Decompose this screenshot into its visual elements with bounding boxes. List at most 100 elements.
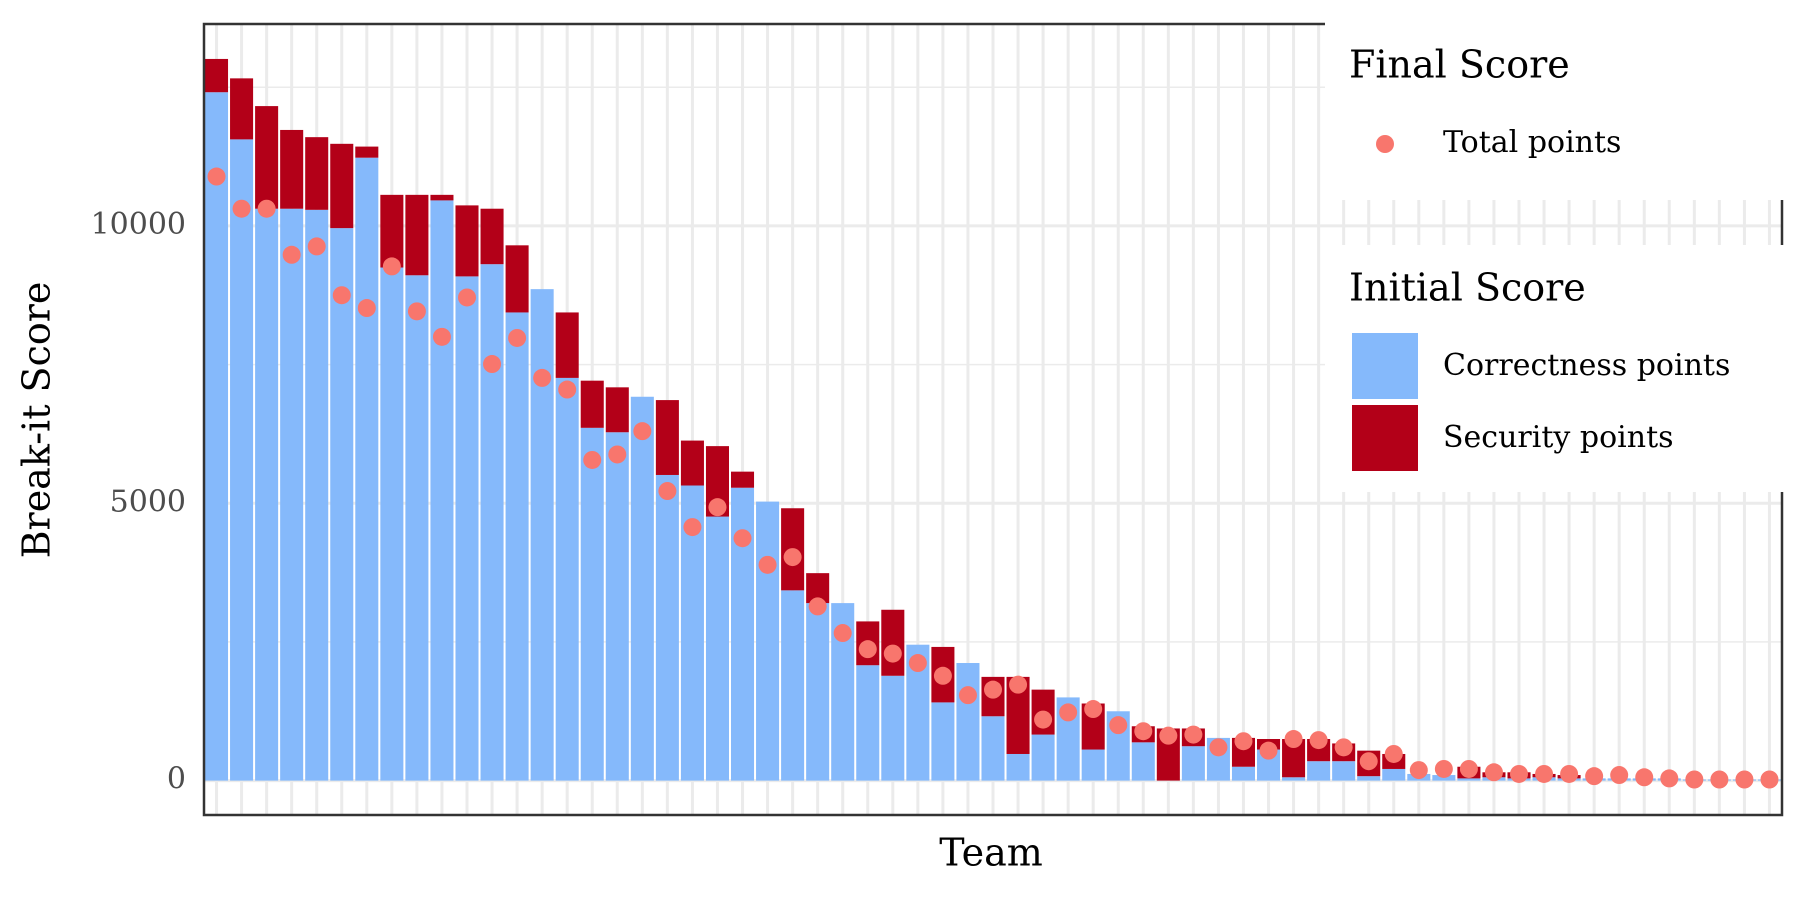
point xyxy=(1560,764,1579,783)
point xyxy=(858,640,877,659)
point xyxy=(1685,770,1704,789)
point xyxy=(758,555,777,574)
point xyxy=(508,328,527,347)
point xyxy=(1735,770,1754,789)
bar-segment xyxy=(205,92,229,781)
point xyxy=(708,498,727,517)
bar-segment xyxy=(781,590,805,781)
legend-key xyxy=(1352,333,1418,399)
point xyxy=(1710,770,1729,789)
bar-segment xyxy=(731,471,755,488)
bar-segment xyxy=(605,387,629,433)
bar-segment xyxy=(1457,778,1481,781)
point xyxy=(1134,722,1153,741)
point xyxy=(1359,752,1378,771)
bar-segment xyxy=(956,663,980,781)
point xyxy=(483,355,502,374)
bar-segment xyxy=(605,432,629,781)
bar-segment xyxy=(255,208,279,781)
bar-segment xyxy=(1357,776,1381,781)
legend-label: Security points xyxy=(1443,420,1674,455)
bar-segment xyxy=(680,485,704,781)
bar-segment xyxy=(405,194,429,276)
bar-segment xyxy=(580,427,604,781)
bar-segment xyxy=(280,129,304,209)
point xyxy=(1409,761,1428,780)
bar-segment xyxy=(931,702,955,781)
legend-key xyxy=(1352,405,1418,471)
y-tick-label: 10000 xyxy=(91,207,186,242)
point xyxy=(1459,759,1478,778)
bar-segment xyxy=(881,675,905,781)
legend-key xyxy=(1376,135,1394,153)
bar-segment xyxy=(280,208,304,781)
point xyxy=(558,380,577,399)
bar-segment xyxy=(806,603,830,781)
point xyxy=(1084,700,1103,719)
point xyxy=(1760,770,1779,789)
point xyxy=(232,199,251,218)
point xyxy=(1284,730,1303,749)
point xyxy=(1334,738,1353,757)
point xyxy=(1159,726,1178,745)
point xyxy=(1234,732,1253,751)
bar-segment xyxy=(731,487,755,781)
bar-segment xyxy=(806,573,830,604)
bar-segment xyxy=(1006,753,1030,781)
point xyxy=(1660,769,1679,788)
bar-segment xyxy=(430,200,454,781)
point xyxy=(1209,738,1228,757)
bar-segment xyxy=(981,716,1005,781)
point xyxy=(1535,764,1554,783)
point xyxy=(1309,731,1328,750)
point xyxy=(533,368,552,387)
point xyxy=(257,199,276,218)
point xyxy=(1384,744,1403,763)
point xyxy=(583,450,602,469)
point xyxy=(332,286,351,305)
point xyxy=(783,548,802,567)
bar-segment xyxy=(1307,761,1331,781)
bar-segment xyxy=(630,396,654,781)
bar-segment xyxy=(680,440,704,486)
y-tick-label: 0 xyxy=(167,762,186,797)
bar-segment xyxy=(655,474,679,781)
bar-segment xyxy=(881,609,905,676)
y-tick-label: 5000 xyxy=(110,484,186,519)
point xyxy=(984,680,1002,699)
point xyxy=(432,327,451,346)
legend-label: Total points xyxy=(1443,125,1621,160)
point xyxy=(1510,764,1528,783)
point xyxy=(1009,675,1028,694)
bar-segment xyxy=(455,276,479,781)
point xyxy=(1635,768,1654,787)
bar-segment xyxy=(580,380,604,428)
bar-segment xyxy=(405,275,429,781)
point xyxy=(307,237,326,256)
bar-segment xyxy=(1031,734,1055,781)
legend-title: Final Score xyxy=(1349,43,1570,87)
point xyxy=(407,302,426,321)
bar-segment xyxy=(305,209,329,781)
bar-segment xyxy=(355,157,379,781)
bar-segment xyxy=(505,245,529,313)
bar-segment xyxy=(1282,739,1306,778)
bar-segment xyxy=(380,267,404,781)
bar-segment xyxy=(1181,746,1205,781)
point xyxy=(1059,703,1078,722)
bar-segment xyxy=(330,143,354,229)
bar-segment xyxy=(230,139,254,781)
bar-segment xyxy=(330,228,354,781)
point xyxy=(1610,766,1629,785)
point xyxy=(1484,763,1503,782)
bar-segment xyxy=(1332,761,1356,781)
bar-segment xyxy=(906,644,930,781)
bar-segment xyxy=(705,516,729,781)
legend-label: Correctness points xyxy=(1443,348,1730,383)
bar-segment xyxy=(1131,742,1155,781)
bar-segment xyxy=(1006,676,1030,754)
point xyxy=(1434,759,1453,778)
bar-segment xyxy=(555,312,579,378)
point xyxy=(958,686,977,705)
bar-segment xyxy=(530,289,554,781)
